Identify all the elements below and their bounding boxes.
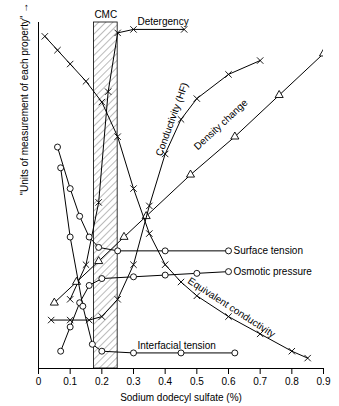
svg-text:Equivalent conductivity: Equivalent conductivity — [186, 275, 277, 340]
svg-text:0.4: 0.4 — [158, 376, 172, 387]
svg-text:0.8: 0.8 — [285, 376, 299, 387]
svg-text:0.1: 0.1 — [63, 376, 77, 387]
svg-text:Interfacial tension: Interfacial tension — [138, 340, 216, 351]
svg-text:CMC: CMC — [94, 9, 117, 20]
svg-text:0.3: 0.3 — [127, 376, 141, 387]
svg-text:0.9: 0.9 — [317, 376, 331, 387]
svg-text:Density change: Density change — [192, 97, 250, 152]
svg-text:0.5: 0.5 — [190, 376, 204, 387]
svg-text:Surface tension: Surface tension — [234, 245, 304, 256]
svg-text:"Units of measurement of each: "Units of measurement of each property" … — [19, 3, 30, 196]
svg-text:0.7: 0.7 — [253, 376, 267, 387]
svg-text:0.6: 0.6 — [222, 376, 236, 387]
svg-text:0: 0 — [36, 376, 42, 387]
svg-text:Osmotic pressure: Osmotic pressure — [234, 266, 313, 277]
svg-text:0.2: 0.2 — [95, 376, 109, 387]
svg-text:Detergency: Detergency — [138, 16, 189, 27]
svg-text:Conductivity (HF): Conductivity (HF) — [153, 81, 190, 157]
svg-text:Sodium dodecyl sulfate (%): Sodium dodecyl sulfate (%) — [120, 392, 242, 403]
